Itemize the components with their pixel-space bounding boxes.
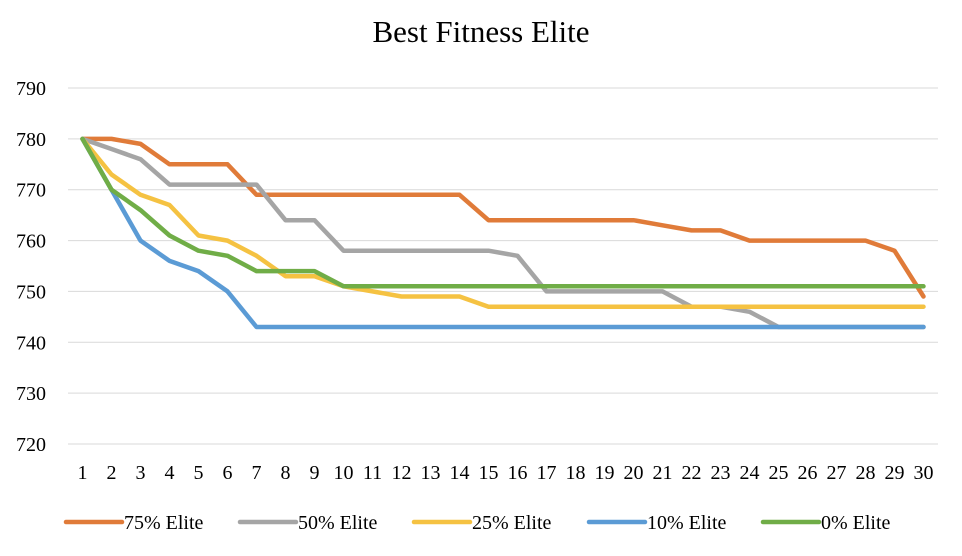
x-tick-label: 25 (769, 462, 789, 484)
x-tick-label: 19 (595, 462, 615, 484)
x-tick-label: 23 (711, 462, 731, 484)
x-tick-label: 5 (194, 462, 204, 484)
x-tick-label: 10 (334, 462, 354, 484)
y-tick-label: 720 (16, 434, 46, 456)
x-tick-label: 13 (421, 462, 441, 484)
series-line-0-elite (80, 136, 926, 289)
series-line-50-elite (80, 136, 926, 330)
legend-label: 10% Elite (647, 512, 727, 534)
legend-label: 0% Elite (821, 512, 891, 534)
x-tick-label: 3 (136, 462, 146, 484)
x-tick-label: 8 (281, 462, 291, 484)
x-tick-label: 15 (479, 462, 499, 484)
x-tick-label: 30 (914, 462, 934, 484)
x-tick-label: 4 (165, 462, 175, 484)
y-tick-label: 790 (16, 78, 46, 100)
x-tick-label: 9 (310, 462, 320, 484)
x-tick-label: 24 (740, 462, 760, 484)
x-tick-label: 26 (798, 462, 818, 484)
y-axis-ticks: 720 730 740 750 760 770 780 790 (16, 78, 46, 456)
y-tick-label: 760 (16, 231, 46, 253)
x-tick-label: 28 (856, 462, 876, 484)
x-tick-label: 14 (450, 462, 470, 484)
x-tick-label: 16 (508, 462, 528, 484)
series-line-75-elite (80, 136, 926, 299)
legend: 75% Elite 50% Elite 25% Elite 10% Elite 0% E… (63, 512, 891, 534)
x-tick-label: 1 (78, 462, 88, 484)
y-tick-label: 740 (16, 332, 46, 354)
y-tick-label: 780 (16, 129, 46, 151)
legend-label: 25% Elite (472, 512, 552, 534)
series-line-25-elite (80, 136, 926, 309)
x-tick-label: 20 (624, 462, 644, 484)
x-tick-label: 21 (653, 462, 673, 484)
chart-title: Best Fitness Elite (372, 14, 590, 49)
x-tick-label: 17 (537, 462, 557, 484)
x-tick-label: 6 (223, 462, 233, 484)
x-tick-label: 22 (682, 462, 702, 484)
x-tick-label: 2 (107, 462, 117, 484)
x-axis-ticks: 1 2 3 4 5 6 7 8 9 10 11 12 13 14 15 16 17 18 19 20 21 22 23 24 2… (78, 462, 934, 484)
legend-label: 50% Elite (298, 512, 378, 534)
x-tick-label: 18 (566, 462, 586, 484)
legend-label: 75% Elite (124, 512, 204, 534)
x-tick-label: 29 (885, 462, 905, 484)
x-tick-label: 27 (827, 462, 847, 484)
x-tick-label: 12 (392, 462, 412, 484)
gridlines (68, 87, 938, 445)
series-lines (80, 136, 926, 330)
y-tick-label: 730 (16, 383, 46, 405)
x-tick-label: 7 (252, 462, 262, 484)
series-line-10-elite (80, 136, 926, 330)
y-tick-label: 770 (16, 180, 46, 202)
x-tick-label: 11 (363, 462, 382, 484)
y-tick-label: 750 (16, 281, 46, 303)
